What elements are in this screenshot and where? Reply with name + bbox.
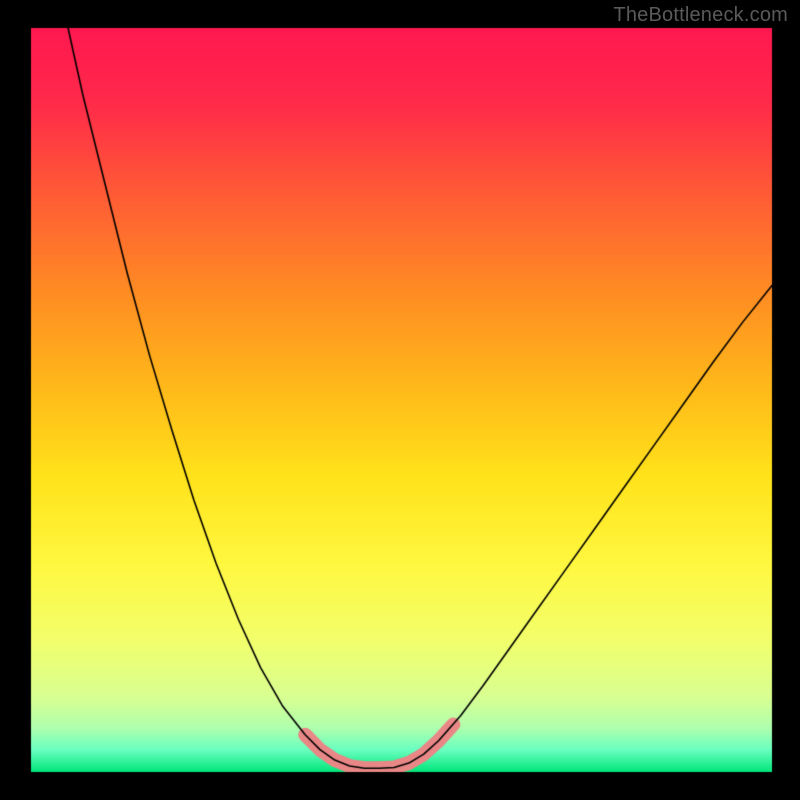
bottleneck-chart-canvas	[0, 0, 800, 800]
watermark-text: TheBottleneck.com	[613, 4, 788, 27]
chart-stage: TheBottleneck.com	[0, 0, 800, 800]
